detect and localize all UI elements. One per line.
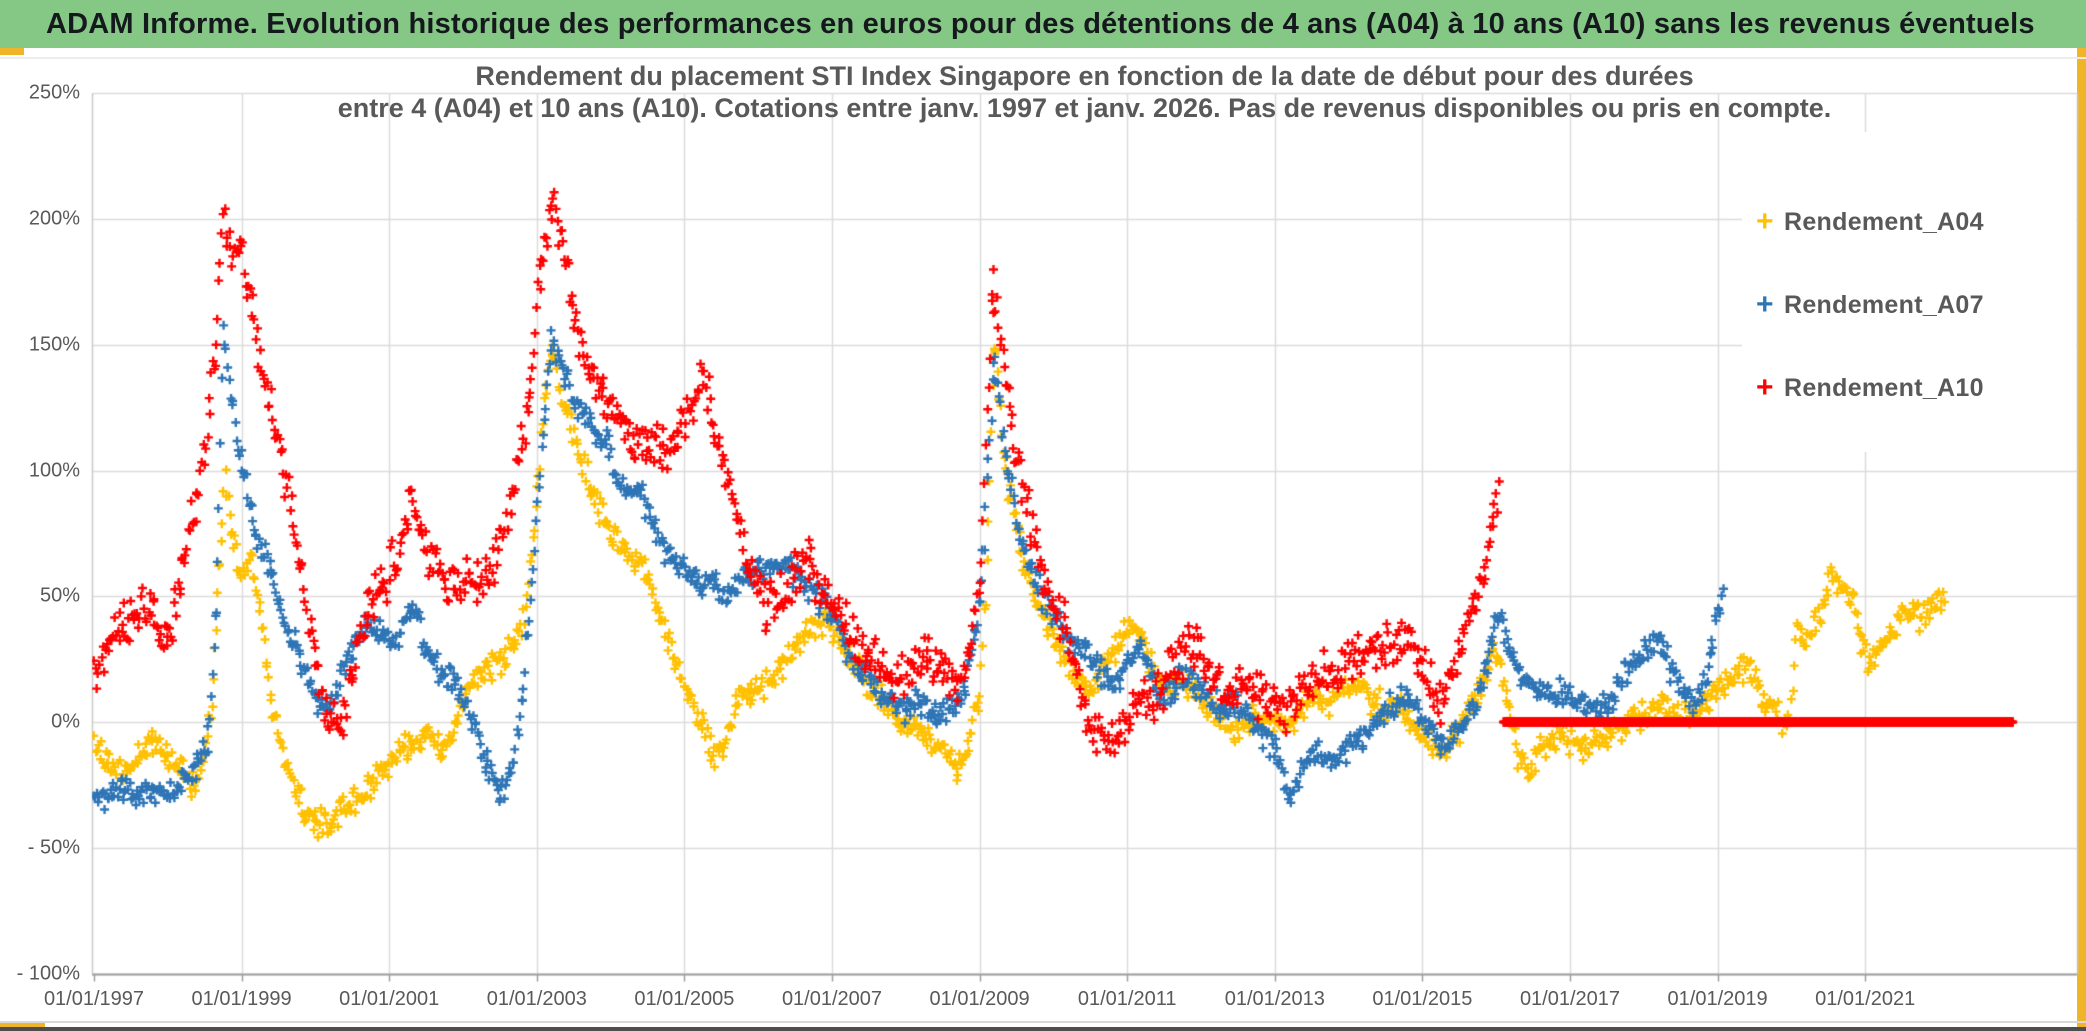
chart-title-line1: Rendement du placement STI Index Singapo… <box>475 61 1694 91</box>
y-tick-label: 200% <box>28 207 80 230</box>
bottom-dark-bar <box>0 1027 2086 1031</box>
legend-label-a07: Rendement_A07 <box>1784 290 1984 319</box>
plus-marker-icon-a04: + <box>1756 205 1774 238</box>
y-tick-label: 0% <box>51 710 80 733</box>
x-tick-label: 01/01/2015 <box>1372 988 1473 1010</box>
y-tick-label: - 50% <box>27 836 80 859</box>
legend-item-rendement-a07: + Rendement_A07 <box>1756 285 1984 325</box>
x-tick-label: 01/01/2017 <box>1519 988 1621 1010</box>
y-tick-label: 50% <box>39 584 80 607</box>
legend-item-rendement-a04: + Rendement_A04 <box>1756 202 1984 242</box>
x-tick-label: 01/01/2011 <box>1077 988 1177 1010</box>
x-tick-label: 01/01/1999 <box>191 988 292 1010</box>
x-tick-label: 01/01/2003 <box>486 988 587 1010</box>
x-tick-label: 01/01/2013 <box>1224 988 1325 1010</box>
legend-item-rendement-a10: + Rendement_A10 <box>1756 368 1984 408</box>
x-tick-label: 01/01/2021 <box>1815 988 1916 1010</box>
x-tick-label: 01/01/2019 <box>1667 988 1768 1010</box>
y-tick-label: 100% <box>28 459 80 481</box>
x-tick-label: 01/01/1997 <box>43 988 145 1010</box>
y-tick-label: 250% <box>28 81 80 104</box>
plus-marker-icon-a10: + <box>1756 371 1774 404</box>
x-tick-label: 01/01/2009 <box>929 988 1030 1010</box>
chart-legend: + Rendement_A04 + Rendement_A07 + Rendem… <box>1742 132 2076 452</box>
x-tick-label: 01/01/2007 <box>781 988 883 1010</box>
plus-marker-icon-a07: + <box>1756 288 1774 321</box>
chart-title-line2: entre 4 (A04) et 10 ans (A10). Cotations… <box>337 93 1832 123</box>
x-tick-label: 01/01/2005 <box>634 988 735 1010</box>
y-tick-label: - 100% <box>16 962 80 984</box>
legend-label-a04: Rendement_A04 <box>1784 207 1984 236</box>
x-tick-label: 01/01/2001 <box>339 988 440 1010</box>
legend-label-a10: Rendement_A10 <box>1784 373 1984 402</box>
y-tick-label: 150% <box>28 333 80 356</box>
bottom-separator-line <box>0 1021 2086 1023</box>
